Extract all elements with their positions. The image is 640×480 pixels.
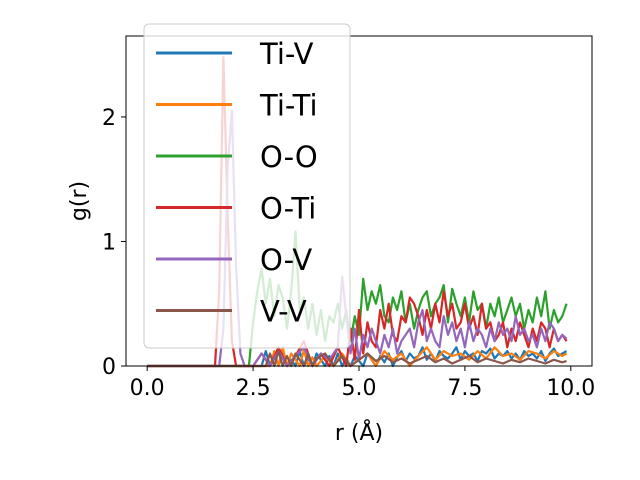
legend-label-o-v: O-V [260,243,312,277]
y-axis-label: g(r) [67,181,92,221]
y-tick-label: 1 [102,230,116,255]
y-tick-label: 0 [102,355,116,380]
legend: Ti-V Ti-Ti O-O O-Ti O-V V-V [143,23,351,349]
x-tick-label: 2.5 [236,376,271,401]
legend-label-o-o: O-O [260,140,318,174]
x-axis-label: r (Å) [335,419,383,446]
legend-label-v-v: V-V [260,295,307,329]
series-line-v-v [147,350,567,368]
legend-label-ti-ti: Ti-Ti [259,89,318,123]
legend-label-ti-v: Ti-V [259,37,314,71]
x-ticks: 0.0 2.5 5.0 7.5 10.0 [130,366,595,401]
legend-label-o-ti: O-Ti [260,192,316,226]
x-tick-label: 7.5 [447,376,482,401]
legend-box [143,23,351,349]
x-tick-label: 0.0 [130,376,165,401]
y-tick-label: 2 [102,106,116,131]
x-tick-label: 5.0 [342,376,377,401]
x-tick-label: 10.0 [546,376,595,401]
y-ticks: 0 1 2 [102,106,126,380]
